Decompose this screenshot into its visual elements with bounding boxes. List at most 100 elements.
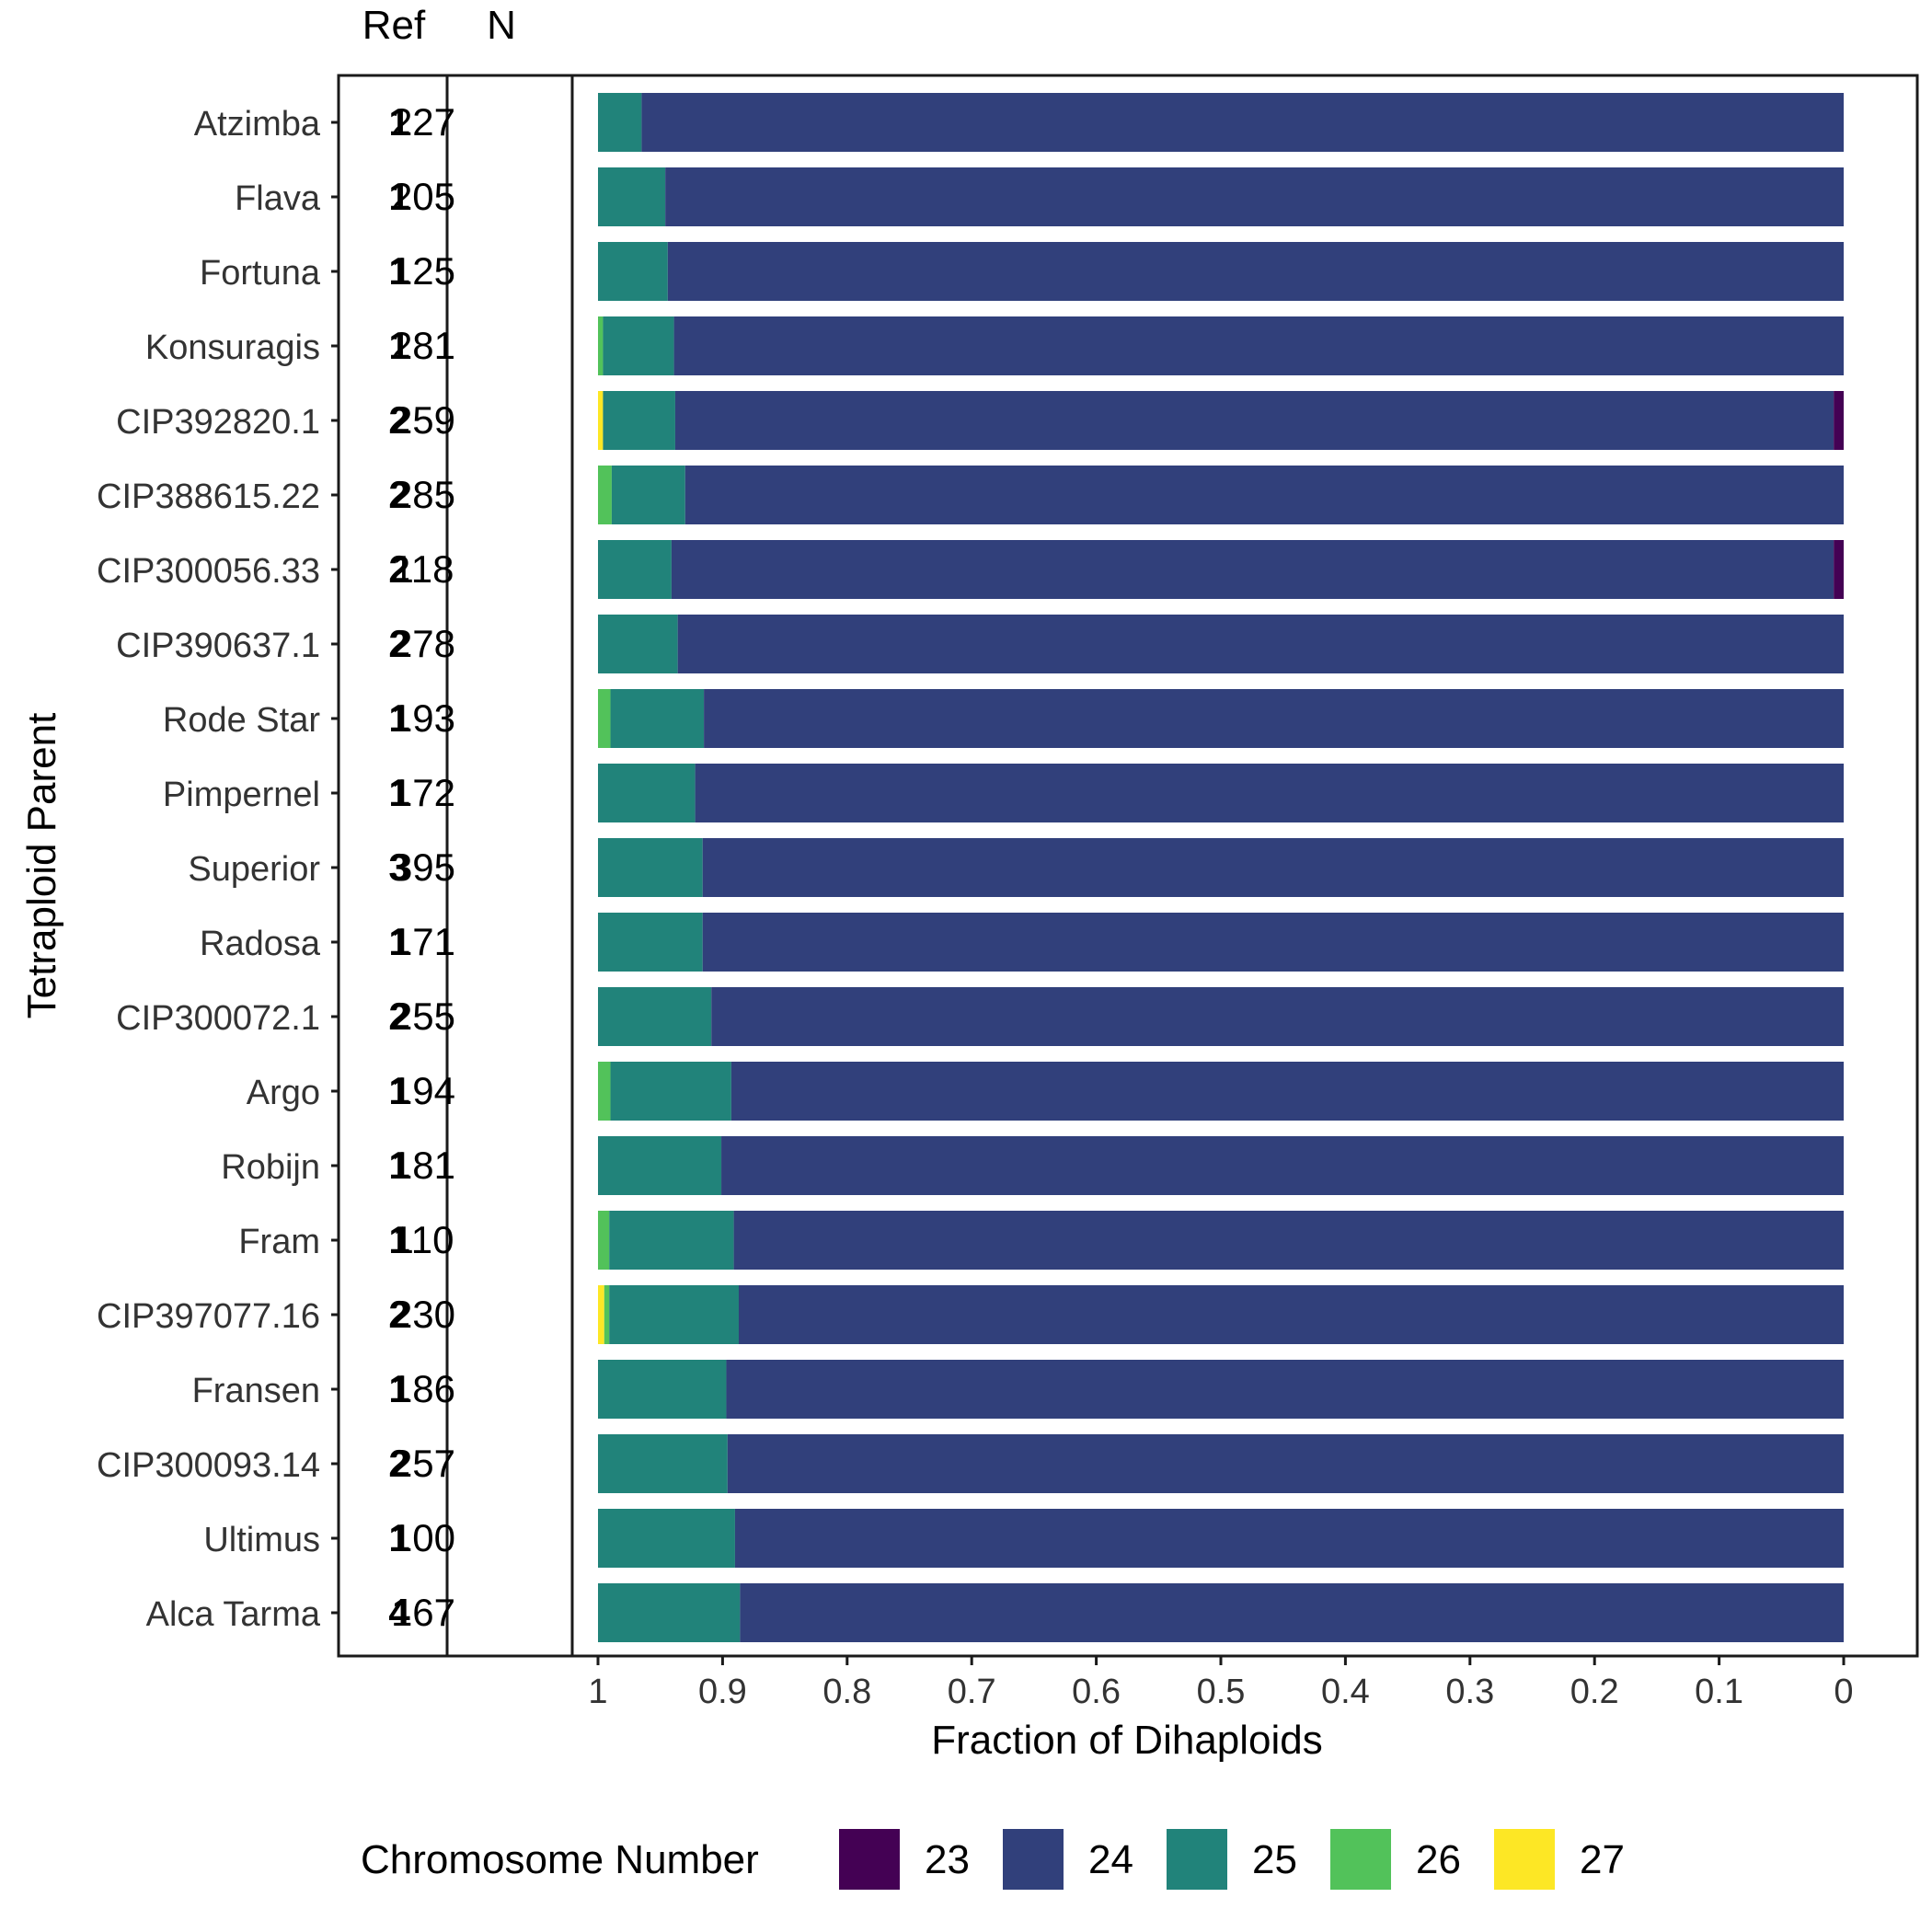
ref-value: 3 — [388, 845, 409, 889]
bar-segment-24 — [730, 1062, 1844, 1121]
bar-segment-23 — [1834, 540, 1844, 599]
bar-segment-24 — [734, 1509, 1845, 1568]
bar-segment-27 — [598, 391, 604, 450]
bar-segment-25 — [598, 93, 642, 152]
bar-segment-24 — [740, 1583, 1844, 1642]
bars-layer — [598, 93, 1845, 1642]
n-value: 257 — [391, 1442, 455, 1485]
row-label: Robijn — [221, 1148, 320, 1187]
bar-segment-25 — [598, 838, 703, 897]
n-value: 255 — [391, 995, 455, 1038]
x-tick-label: 0 — [1834, 1673, 1853, 1711]
row-label: Atzimba — [194, 105, 321, 144]
n-value: 193 — [391, 696, 455, 740]
ref-value: 1 — [388, 1516, 409, 1559]
row-label: CIP390637.1 — [116, 627, 320, 665]
bar-segment-24 — [674, 391, 1834, 450]
bar-segment-25 — [598, 913, 703, 972]
bar-segment-26 — [604, 1285, 610, 1344]
bar-segment-25 — [598, 615, 678, 673]
bar-segment-25 — [598, 167, 666, 226]
bar-segment-24 — [641, 93, 1844, 152]
x-tick-label: 0.6 — [1072, 1673, 1121, 1711]
n-value: 171 — [391, 920, 455, 963]
bar-segment-26 — [598, 316, 604, 375]
bar-segment-26 — [598, 1211, 610, 1270]
n-value: 259 — [391, 398, 455, 442]
legend-swatch — [1494, 1829, 1555, 1890]
bar-segment-24 — [684, 466, 1844, 524]
bar-segment-24 — [704, 689, 1844, 748]
x-tick-label: 1 — [588, 1673, 607, 1711]
ref-value: 4 — [388, 1591, 410, 1634]
ref-value: 1 — [388, 696, 409, 740]
x-tick-label: 0.9 — [698, 1673, 747, 1711]
ref-value: 2 — [388, 473, 409, 516]
row-label: Fortuna — [200, 254, 321, 293]
bar-segment-24 — [726, 1360, 1845, 1419]
ref-value: 1 — [388, 1367, 409, 1410]
bar-segment-24 — [671, 540, 1834, 599]
legend-swatch — [1167, 1829, 1227, 1890]
row-label: Ultimus — [203, 1521, 320, 1559]
bar-segment-24 — [711, 987, 1845, 1046]
bar-segment-24 — [673, 316, 1844, 375]
row-label: CIP300093.14 — [97, 1446, 320, 1485]
n-value: 118 — [393, 547, 454, 591]
ref-value: 1 — [388, 771, 409, 814]
bar-segment-25 — [598, 242, 668, 301]
bar-segment-25 — [609, 1211, 734, 1270]
bar-segment-24 — [702, 838, 1844, 897]
x-tick-label: 0.7 — [948, 1673, 996, 1711]
ref-value: 1 — [388, 100, 409, 144]
legend: Chromosome Number 23 24 25 26 27 — [361, 1829, 1625, 1890]
n-value: 281 — [391, 324, 455, 367]
ref-value: 1 — [388, 324, 409, 367]
ref-value: 1 — [388, 1144, 409, 1187]
ref-value: 2 — [388, 1442, 409, 1485]
n-value: 181 — [391, 1144, 455, 1187]
row-label: Rode Star — [163, 701, 320, 740]
bar-segment-24 — [733, 1211, 1844, 1270]
bar-segment-24 — [677, 615, 1845, 673]
bar-segment-24 — [667, 242, 1844, 301]
x-tick-label: 0.2 — [1570, 1673, 1619, 1711]
bar-segment-26 — [598, 689, 611, 748]
bar-segment-25 — [598, 1583, 741, 1642]
bar-segment-25 — [610, 1062, 731, 1121]
bar-segment-25 — [598, 1434, 728, 1493]
n-value: 167 — [391, 1591, 455, 1634]
n-value: 125 — [391, 249, 455, 293]
legend-swatch — [839, 1829, 900, 1890]
n-value: 194 — [391, 1069, 455, 1112]
bar-segment-23 — [1834, 391, 1844, 450]
bar-segment-26 — [598, 1062, 611, 1121]
n-value: 205 — [391, 175, 455, 218]
bar-segment-25 — [609, 1285, 740, 1344]
n-value: 172 — [391, 771, 455, 814]
ref-value: 1 — [388, 175, 409, 218]
x-axis: 1 0.9 0.8 0.7 0.6 0.5 0.4 0.3 0.2 0.1 0 — [588, 1656, 1854, 1711]
ref-value: 1 — [388, 920, 409, 963]
n-value: 186 — [391, 1367, 455, 1410]
x-tick-label: 0.3 — [1445, 1673, 1494, 1711]
legend-swatch — [1003, 1829, 1064, 1890]
n-value: 285 — [391, 473, 455, 516]
bar-segment-25 — [610, 689, 705, 748]
legend-swatch — [1330, 1829, 1391, 1890]
bar-segment-24 — [739, 1285, 1844, 1344]
row-label: Radosa — [200, 925, 321, 963]
row-label: CIP392820.1 — [116, 403, 320, 442]
bar-segment-25 — [598, 1360, 727, 1419]
row-label: Fransen — [192, 1372, 320, 1410]
ref-value: 2 — [388, 1293, 409, 1336]
bar-segment-24 — [702, 913, 1844, 972]
row-label: Fram — [238, 1223, 320, 1261]
bar-segment-25 — [611, 466, 685, 524]
n-value: 100 — [391, 1516, 455, 1559]
legend-label: 24 — [1088, 1837, 1133, 1882]
n-value: 395 — [391, 845, 455, 889]
bar-segment-25 — [598, 1136, 722, 1195]
n-value: 110 — [393, 1218, 454, 1261]
